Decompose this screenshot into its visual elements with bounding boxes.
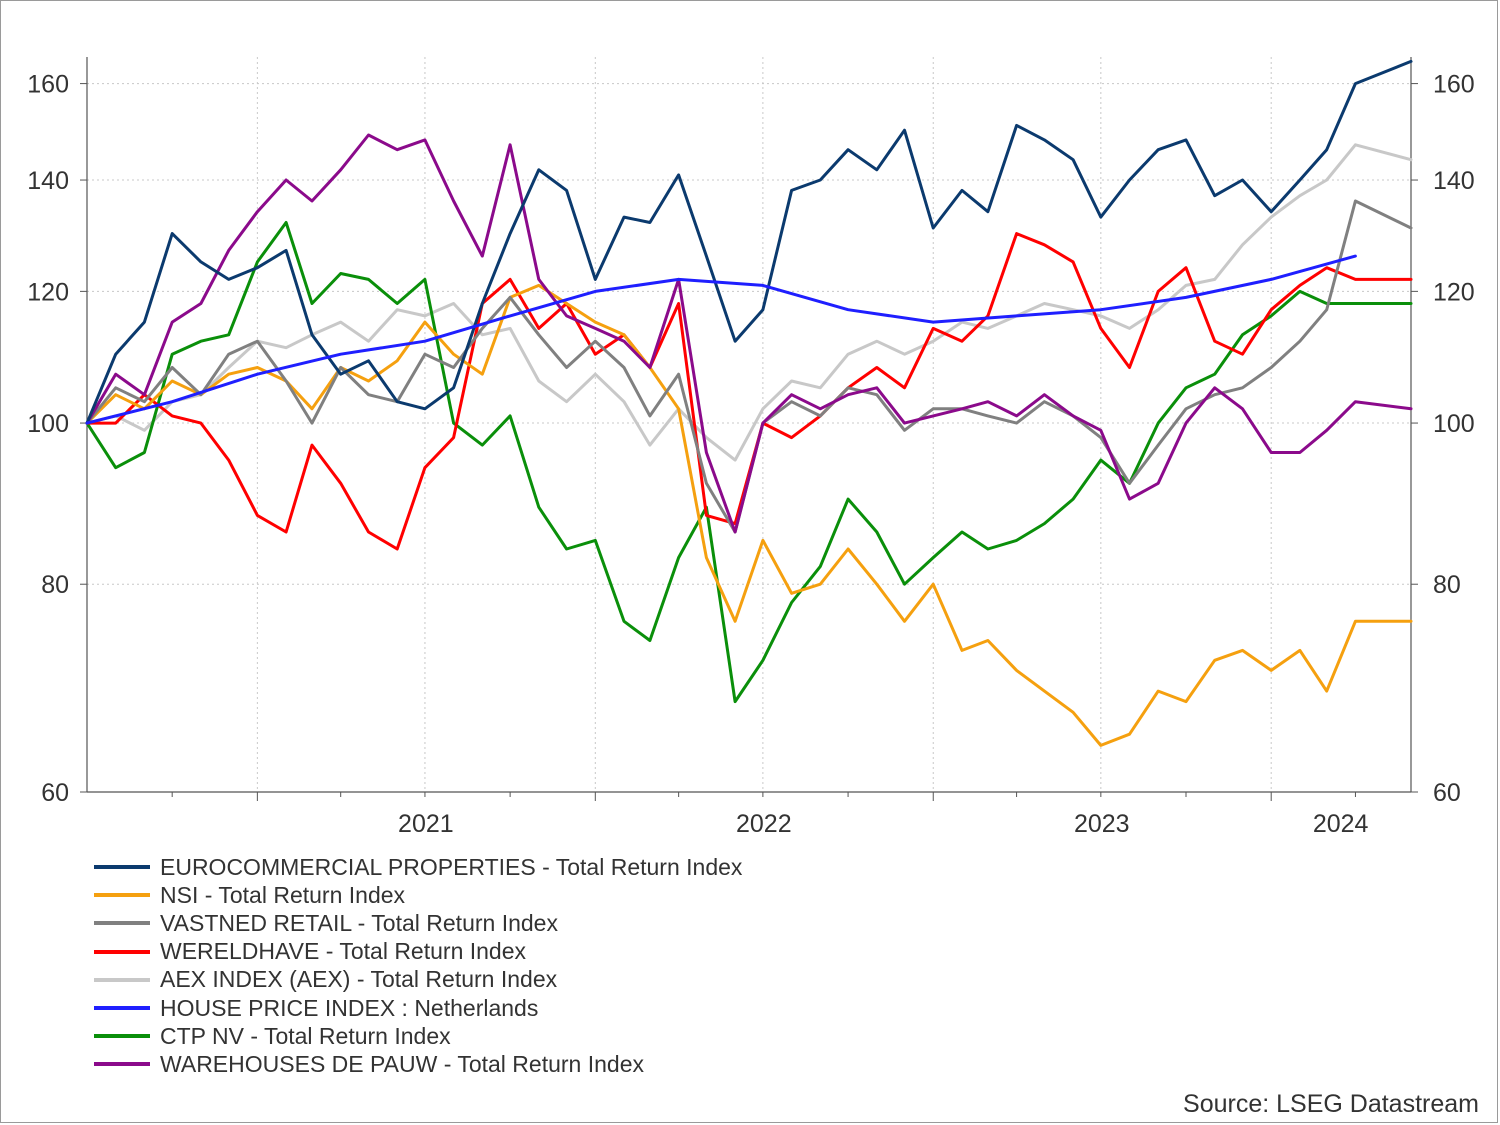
x-tick-label: 2021	[398, 810, 454, 838]
legend-label: HOUSE PRICE INDEX : Netherlands	[160, 994, 539, 1021]
legend-label: CTP NV - Total Return Index	[160, 1022, 451, 1049]
legend-item: CTP NV - Total Return Index	[94, 1022, 742, 1050]
y-tick-label-right: 140	[1433, 167, 1475, 195]
legend-swatch	[94, 1034, 150, 1039]
y-tick-label-right: 160	[1433, 71, 1475, 99]
x-tick-label: 2022	[736, 810, 792, 838]
series-line	[85, 133, 1413, 534]
legend-swatch	[94, 1062, 150, 1067]
legend-label: VASTNED RETAIL - Total Return Index	[160, 909, 558, 936]
source-note: Source: LSEG Datastream	[1183, 1090, 1479, 1118]
legend-label: WERELDHAVE - Total Return Index	[160, 938, 527, 965]
legend-item: HOUSE PRICE INDEX : Netherlands	[94, 994, 742, 1022]
y-tick-label-right: 100	[1433, 410, 1475, 438]
legend-swatch	[94, 893, 150, 898]
legend-item: NSI - Total Return Index	[94, 881, 742, 909]
x-tick-label: 2023	[1074, 810, 1130, 838]
legend-item: WAREHOUSES DE PAUW - Total Return Index	[94, 1050, 742, 1078]
series-line	[85, 283, 1413, 747]
y-tick-label-left: 80	[41, 571, 69, 599]
y-tick-label-left: 160	[27, 71, 69, 99]
legend-swatch	[94, 1006, 150, 1011]
legend-label: NSI - Total Return Index	[160, 881, 406, 908]
axes	[80, 57, 1418, 801]
y-tick-label-right: 120	[1433, 278, 1475, 306]
x-tick-label: 2024	[1313, 810, 1369, 838]
series-line	[85, 143, 1413, 462]
legend-item: AEX INDEX (AEX) - Total Return Index	[94, 966, 742, 994]
legend-label: AEX INDEX (AEX) - Total Return Index	[160, 966, 558, 993]
legend-swatch	[94, 865, 150, 870]
y-tick-label-left: 100	[27, 410, 69, 438]
series-line	[85, 254, 1357, 425]
y-tick-label-right: 60	[1433, 779, 1461, 807]
legend-label: WAREHOUSES DE PAUW - Total Return Index	[160, 1050, 644, 1077]
y-tick-label-left: 120	[27, 278, 69, 306]
legend-item: WERELDHAVE - Total Return Index	[94, 938, 742, 966]
y-tick-label-left: 140	[27, 167, 69, 195]
legend-item: VASTNED RETAIL - Total Return Index	[94, 909, 742, 937]
series-line	[85, 232, 1413, 551]
legend-item: EUROCOMMERCIAL PROPERTIES - Total Return…	[94, 853, 742, 881]
legend-swatch	[94, 977, 150, 982]
legend: EUROCOMMERCIAL PROPERTIES - Total Return…	[94, 853, 742, 1079]
series-lines	[85, 59, 1413, 747]
series-line	[85, 59, 1413, 425]
tick-labels: 60 60 80 80 100 100 120 120 140 140 160 160 2021 2022…	[27, 71, 1474, 838]
y-tick-label-left: 60	[41, 779, 69, 807]
series-line	[85, 221, 1413, 704]
y-tick-label-right: 80	[1433, 571, 1461, 599]
legend-label: EUROCOMMERCIAL PROPERTIES - Total Return…	[160, 853, 743, 880]
legend-swatch	[94, 921, 150, 926]
legend-swatch	[94, 949, 150, 954]
